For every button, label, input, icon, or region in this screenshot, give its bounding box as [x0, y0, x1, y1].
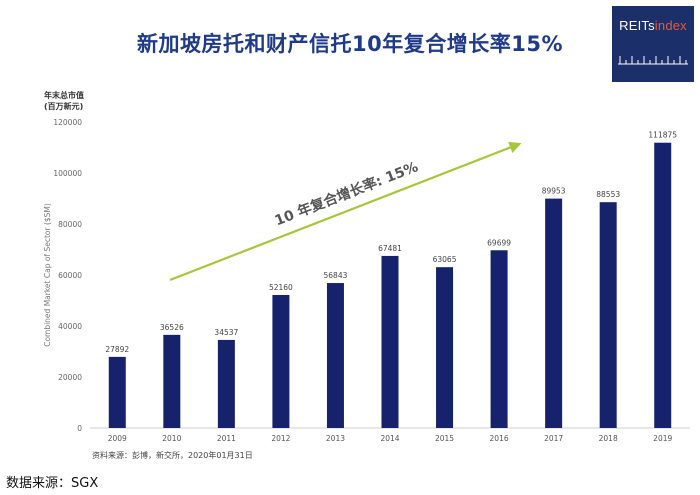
bar-value-label: 88553 — [596, 190, 620, 199]
growth-annotation: 10 年复合增长率: 15% — [272, 158, 420, 229]
bar-value-label: 34537 — [214, 328, 238, 337]
x-tick-label: 2009 — [108, 434, 127, 443]
y-axis-title: Combined Market Cap of Sector ($SM) — [43, 203, 52, 347]
logo-text-accent: index — [654, 18, 687, 33]
x-tick-label: 2016 — [490, 434, 509, 443]
y-tick-label: 80000 — [58, 220, 82, 229]
bar-value-label: 27892 — [105, 345, 129, 354]
chart-card: 新加坡房托和财产信托10年复合增长率15% REITsindex 年末总市值 (… — [43, 6, 694, 460]
bar — [108, 356, 126, 428]
bar-chart: 0 20000 40000 60000 80000 100000 120000 Combine… — [43, 118, 690, 443]
bar — [217, 339, 235, 428]
bar — [326, 283, 344, 428]
x-tick-label: 2019 — [653, 434, 672, 443]
bar — [654, 142, 672, 428]
y-unit-label-line2: (百万新元) — [44, 102, 84, 111]
y-tick-label: 60000 — [58, 271, 82, 280]
chart-title: 新加坡房托和财产信托10年复合增长率15% — [137, 32, 563, 56]
logo-text-main: REITs — [619, 18, 655, 33]
x-tick-label: 2011 — [217, 434, 236, 443]
y-tick-label: 100000 — [53, 169, 82, 178]
reitsindex-logo: REITsindex — [612, 6, 694, 82]
bar-value-label: 52160 — [269, 283, 293, 292]
x-tick-label: 2015 — [435, 434, 454, 443]
bar — [490, 250, 508, 428]
bar — [436, 267, 454, 428]
bar-value-label: 67481 — [378, 244, 402, 253]
growth-arrow-head — [508, 141, 522, 154]
bar — [381, 255, 399, 428]
x-tick-label: 2012 — [271, 434, 290, 443]
x-tick-label: 2018 — [599, 434, 618, 443]
bar-value-label: 36526 — [160, 323, 184, 332]
y-tick-label: 120000 — [53, 118, 82, 127]
bar-value-label: 63065 — [433, 255, 457, 264]
bar — [599, 202, 617, 428]
bar — [272, 294, 290, 428]
logo-ruler-graphic — [618, 56, 688, 65]
x-tick-label: 2014 — [380, 434, 399, 443]
logo-wordmark: REITsindex — [612, 18, 694, 33]
x-tick-label: 2010 — [162, 434, 181, 443]
y-unit-label-line1: 年末总市值 — [44, 91, 84, 100]
bar-value-label: 111875 — [648, 131, 677, 140]
bar-value-label: 69699 — [487, 238, 511, 247]
y-unit-label: 年末总市值 (百万新元) — [44, 90, 114, 112]
bar — [163, 334, 181, 428]
y-tick-label: 20000 — [58, 373, 82, 382]
data-source-caption: 数据来源：SGX — [6, 476, 99, 491]
growth-arrow-line — [169, 144, 515, 282]
bar-value-label: 56843 — [324, 271, 348, 280]
y-tick-label: 40000 — [58, 322, 82, 331]
y-tick-label: 0 — [77, 424, 82, 433]
x-tick-label: 2013 — [326, 434, 345, 443]
chart-source-note: 资料来源：彭博，新交所，2020年01月31日 — [92, 451, 253, 460]
bar-value-label: 89953 — [542, 187, 566, 196]
bar — [545, 198, 563, 428]
x-tick-label: 2017 — [544, 434, 563, 443]
